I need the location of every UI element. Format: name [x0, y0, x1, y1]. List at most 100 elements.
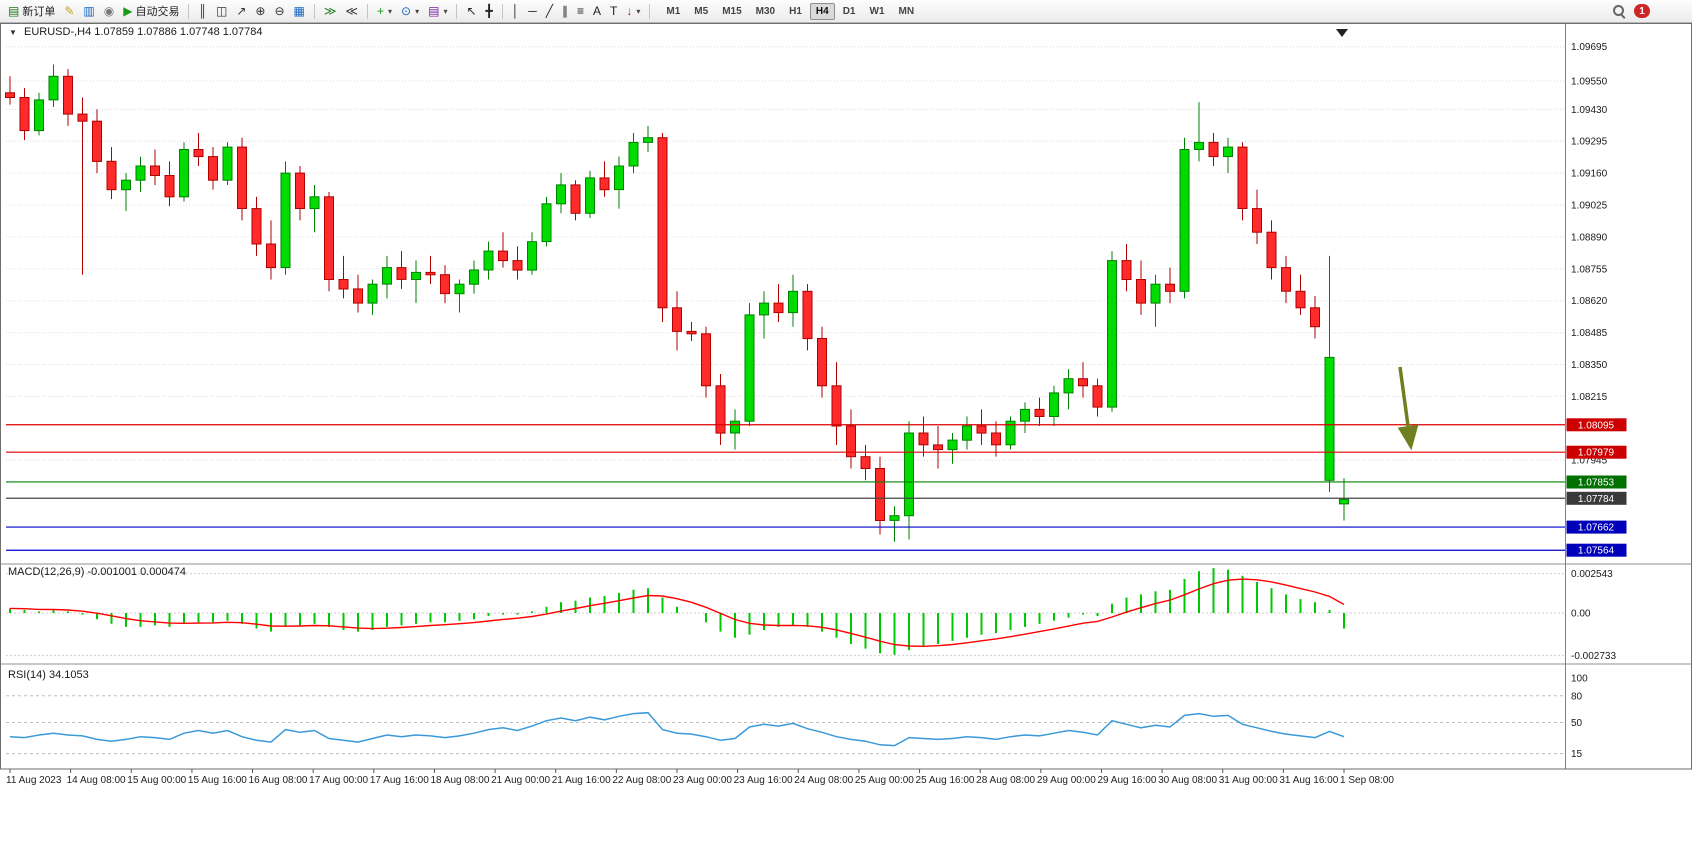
charts-grid-icon-icon: ▥: [83, 4, 95, 18]
trendline-button[interactable]: ╱: [542, 2, 557, 20]
charts-grid-icon[interactable]: ▥: [79, 2, 98, 20]
crosshair-button[interactable]: ╋: [482, 2, 497, 20]
price-badge: [1566, 520, 1627, 534]
cursor-button[interactable]: ↖: [462, 2, 480, 20]
rsi-line: [9, 711, 1345, 747]
metaeditor-icon[interactable]: ✎: [60, 2, 78, 20]
chart-shift-icon[interactable]: ≪: [341, 2, 362, 20]
community-icon[interactable]: ◉: [100, 2, 118, 20]
tile-windows-icon[interactable]: ▦: [290, 2, 309, 20]
indicators-icon: +: [376, 4, 384, 18]
svg-text:23 Aug 00:00: 23 Aug 00:00: [673, 775, 732, 786]
new-order-button-label: 新订单: [22, 6, 56, 18]
search-icon[interactable]: [1612, 4, 1626, 18]
indicators-button[interactable]: + ▾: [373, 2, 396, 20]
text-label-button[interactable]: T: [606, 2, 621, 20]
svg-text:18 Aug 08:00: 18 Aug 08:00: [430, 775, 489, 786]
vertical-line-button[interactable]: │: [508, 2, 524, 20]
bar-chart-type-icon[interactable]: ║: [194, 2, 211, 20]
timeframe-mn-button[interactable]: MN: [898, 5, 915, 17]
metaeditor-icon-icon: ✎: [64, 4, 75, 18]
svg-text:1.07564: 1.07564: [1578, 546, 1615, 557]
new-order-icon: ▤: [8, 4, 20, 18]
candlestick-type-icon[interactable]: ◫: [212, 2, 231, 20]
line-chart-type-icon[interactable]: ↗: [232, 2, 250, 20]
svg-text:23 Aug 16:00: 23 Aug 16:00: [734, 775, 793, 786]
toolbar-separator: [188, 3, 190, 19]
templates-button[interactable]: ▤ ▾: [424, 2, 451, 20]
svg-text:1.08095: 1.08095: [1578, 420, 1615, 431]
timeframe-d1-button[interactable]: D1: [842, 5, 856, 17]
text-button[interactable]: A: [589, 2, 605, 20]
autotrading-icon: ▶: [123, 4, 133, 18]
chart-collapse-icon[interactable]: ▼: [9, 28, 17, 37]
macd-histogram: [9, 568, 1345, 655]
timeframe-h1-button[interactable]: H1: [789, 5, 802, 17]
toolbar-right: 1: [1612, 4, 1688, 18]
svg-text:11 Aug 2023: 11 Aug 2023: [6, 775, 62, 786]
toolbar-separator: [456, 3, 458, 19]
chart-canvas[interactable]: 1.09695 1.09550 1.09430 1.09295 1.09160 1.090…: [0, 23, 1692, 854]
tile-windows-icon-icon: ▦: [293, 4, 305, 18]
crosshair-icon: ╋: [485, 4, 493, 18]
svg-text:22 Aug 08:00: 22 Aug 08:00: [612, 775, 671, 786]
chart-end-marker-icon: [1336, 29, 1348, 37]
timeframe-m15-button[interactable]: M15: [722, 5, 742, 17]
zoom-in-icon[interactable]: ⊕: [251, 2, 269, 20]
toolbar-separator: [366, 3, 368, 19]
auto-scroll-icon[interactable]: ≫: [320, 2, 341, 20]
svg-text:31 Aug 16:00: 31 Aug 16:00: [1279, 775, 1338, 786]
text-icon: A: [593, 4, 602, 18]
timeframe-m30-button[interactable]: M30: [755, 5, 776, 17]
svg-text:1.09025: 1.09025: [1571, 201, 1608, 212]
svg-text:29 Aug 00:00: 29 Aug 00:00: [1037, 775, 1096, 786]
price-badge: [1566, 418, 1627, 432]
autotrading-button[interactable]: ▶ 自动交易: [119, 2, 183, 20]
dropdown-arrow-icon: ▾: [388, 6, 393, 16]
macd-axis[interactable]: 0.002543 0.00 -0.002733: [1571, 569, 1616, 662]
periods-button[interactable]: ⊙ ▾: [397, 2, 423, 20]
svg-text:1.08350: 1.08350: [1571, 360, 1608, 371]
horizontal-line-button[interactable]: ─: [524, 2, 541, 20]
timeframe-w1-button[interactable]: W1: [869, 5, 885, 17]
arrow-annotation[interactable]: [1397, 366, 1419, 451]
zoom-out-icon-icon: ⊖: [274, 4, 285, 18]
time-axis[interactable]: 11 Aug 2023 14 Aug 08:00 15 Aug 00:00 15 Au…: [6, 769, 1394, 786]
timeframe-h4-button[interactable]: H4: [809, 2, 835, 20]
price-badges: 1.08095 1.07979 1.07853 1.07784 1.07662 1.075…: [1566, 418, 1627, 557]
svg-text:15 Aug 16:00: 15 Aug 16:00: [188, 775, 247, 786]
macd-signal-line: [9, 578, 1345, 648]
channel-button[interactable]: ∥: [558, 2, 572, 20]
arrows-button[interactable]: ↓ ▾: [622, 2, 644, 20]
svg-text:1.07979: 1.07979: [1578, 448, 1615, 459]
svg-text:29 Aug 16:00: 29 Aug 16:00: [1097, 775, 1156, 786]
svg-text:1.09550: 1.09550: [1571, 76, 1608, 87]
arrows-icon: ↓: [626, 4, 633, 18]
fibonacci-button[interactable]: ≡: [573, 2, 588, 20]
trendline-icon: ╱: [545, 4, 553, 18]
zoom-in-icon-icon: ⊕: [255, 4, 266, 18]
price-axis[interactable]: 1.09695 1.09550 1.09430 1.09295 1.09160 1.090…: [1571, 42, 1608, 466]
svg-text:1.09430: 1.09430: [1571, 105, 1608, 116]
dropdown-arrow-icon: ▾: [636, 6, 641, 16]
vertical-line-icon: │: [511, 4, 520, 18]
price-badge: [1566, 491, 1627, 505]
svg-text:1 Sep 08:00: 1 Sep 08:00: [1340, 775, 1394, 786]
rsi-axis[interactable]: 100 80 50 15: [1571, 674, 1588, 761]
cursor-icon: ↖: [466, 4, 477, 18]
svg-text:1.08485: 1.08485: [1571, 328, 1608, 339]
candlestick-series: [5, 64, 1349, 542]
svg-text:14 Aug 08:00: 14 Aug 08:00: [67, 775, 126, 786]
svg-text:21 Aug 16:00: 21 Aug 16:00: [552, 775, 611, 786]
candlestick-type-icon-icon: ◫: [215, 4, 228, 18]
horizontal-line-icon: ─: [528, 4, 537, 18]
timeframe-m1-button[interactable]: M1: [666, 5, 681, 17]
zoom-out-icon[interactable]: ⊖: [270, 2, 288, 20]
svg-text:28 Aug 08:00: 28 Aug 08:00: [976, 775, 1035, 786]
timeframe-m5-button[interactable]: M5: [694, 5, 709, 17]
svg-text:50: 50: [1571, 718, 1583, 729]
svg-text:15 Aug 00:00: 15 Aug 00:00: [127, 775, 186, 786]
notification-badge[interactable]: 1: [1634, 4, 1650, 18]
svg-text:17 Aug 16:00: 17 Aug 16:00: [370, 775, 429, 786]
new-order-button[interactable]: ▤ 新订单: [4, 2, 59, 20]
